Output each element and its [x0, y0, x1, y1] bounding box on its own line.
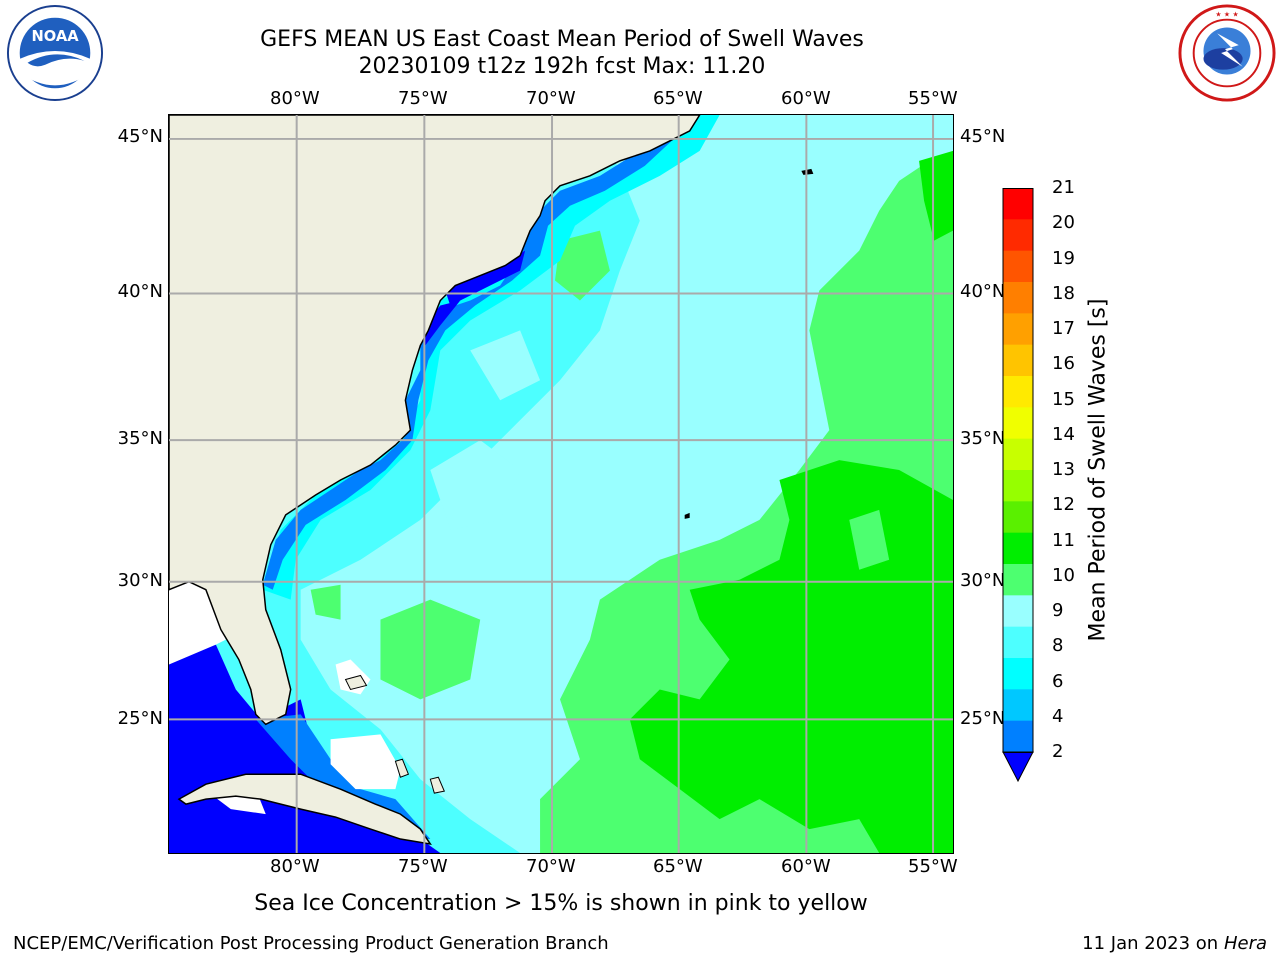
colorbar-segment [1003, 689, 1033, 722]
lon-tick-top: 55°W [908, 88, 958, 109]
region-8-9s [470, 330, 541, 401]
footer-credit: NCEP/EMC/Verification Post Processing Pr… [13, 933, 609, 954]
lon-tick-top: 65°W [653, 88, 703, 109]
colorbar-tick: 10 [1052, 564, 1075, 586]
lat-tick-left: 30°N [117, 570, 163, 591]
sea-ice-note: Sea Ice Concentration > 15% is shown in … [254, 891, 868, 916]
chart-title: GEFS MEAN US East Coast Mean Period of S… [260, 27, 864, 52]
colorbar-tick: 8 [1052, 635, 1064, 657]
lon-tick-bottom: 70°W [526, 856, 576, 877]
colorbar-tick: 2 [1052, 741, 1064, 762]
lon-tick-bottom: 65°W [653, 856, 703, 877]
lon-tick-top: 75°W [398, 88, 448, 109]
colorbar-segment [1003, 532, 1033, 565]
land-cuba [177, 773, 432, 846]
land-bahamas [344, 674, 368, 691]
region-8-9s [430, 440, 521, 530]
footer-machine: Hera [1223, 933, 1267, 954]
lon-tick-bottom: 60°W [781, 856, 831, 877]
footer-date: 11 Jan 2023 on Hera [1082, 933, 1267, 954]
colorbar-tick: 13 [1052, 459, 1075, 480]
colorbar-tick: 4 [1052, 705, 1064, 727]
colorbar-segment [1003, 501, 1033, 534]
colorbar-tick: 16 [1052, 353, 1075, 375]
region-9-10s [310, 584, 341, 620]
nws-logo: ★ ★ ★ [1178, 4, 1276, 102]
lat-tick-right: 40°N [960, 281, 1006, 302]
region-2-4s [262, 125, 680, 590]
region-4-6s [262, 115, 720, 600]
colorbar-tick: 17 [1052, 318, 1075, 339]
lat-tick-right: 30°N [960, 570, 1006, 591]
lat-tick-left: 35°N [117, 428, 163, 449]
colorbar-segment [1003, 219, 1033, 252]
lon-tick-bottom: 55°W [908, 856, 958, 877]
colorbar-segment [1003, 313, 1033, 346]
colorbar-tick: 11 [1052, 529, 1075, 551]
lon-tick-top: 70°W [526, 88, 576, 109]
lat-tick-right: 35°N [960, 428, 1006, 449]
colorbar-tick: 14 [1052, 423, 1075, 445]
land-bahamas [394, 758, 410, 778]
land-bahamas [429, 776, 445, 794]
colorbar-segment [1003, 282, 1033, 314]
colorbar-tick: 20 [1052, 212, 1075, 234]
region-10-11s [919, 150, 953, 241]
colorbar-segment [1003, 720, 1033, 753]
colorbar [1002, 188, 1034, 783]
colorbar-tick: 18 [1052, 282, 1075, 304]
lon-tick-bottom: 80°W [270, 856, 320, 877]
noaa-logo: NOAA [6, 4, 104, 102]
graticule [169, 115, 953, 853]
lat-tick-left: 40°N [117, 281, 163, 302]
lon-tick-top: 60°W [781, 88, 831, 109]
colorbar-segment [1003, 407, 1033, 440]
colorbar-segment [1003, 564, 1033, 596]
noaa-logo-text: NOAA [31, 28, 79, 45]
colorbar-segment [1003, 376, 1033, 408]
region-9-10s [555, 230, 610, 301]
lat-tick-right: 25°N [960, 708, 1006, 729]
colorbar-tick: 12 [1052, 494, 1075, 516]
lat-tick-left: 45°N [117, 126, 163, 147]
colorbar-segment [1003, 470, 1033, 502]
colorbar-tick: 6 [1052, 670, 1064, 692]
colorbar-segment [1003, 188, 1033, 220]
colorbar-segment [1003, 344, 1033, 377]
lon-tick-bottom: 75°W [398, 856, 448, 877]
region-9-10s [380, 599, 481, 700]
colorbar-segment [1003, 595, 1033, 628]
chart-subtitle: 20230109 t12z 192h fcst Max: 11.20 [358, 54, 766, 79]
colorbar-segment [1003, 626, 1033, 659]
land-island [684, 512, 690, 519]
colorbar-segment [1003, 658, 1033, 690]
colorbar-tick: 21 [1052, 177, 1075, 198]
lon-tick-top: 80°W [270, 88, 320, 109]
colorbar-outline [1002, 188, 1034, 753]
colorbar-segment [1003, 250, 1033, 283]
svg-text:★ ★ ★: ★ ★ ★ [1215, 11, 1238, 19]
colorbar-tick: 15 [1052, 388, 1075, 410]
lat-tick-left: 25°N [117, 708, 163, 729]
swell-period-map [168, 114, 954, 854]
colorbar-tick: 19 [1052, 247, 1075, 269]
no-data-patch [330, 734, 401, 790]
region-under-2s [420, 300, 461, 346]
colorbar-label: Mean Period of Swell Waves [s] [1085, 298, 1111, 642]
land-us-east-coast [169, 115, 701, 726]
region-9-10s [849, 509, 890, 570]
colorbar-segment [1003, 438, 1033, 471]
colorbar-tick: 9 [1052, 600, 1064, 621]
lat-tick-right: 45°N [960, 126, 1006, 147]
footer-date-text: 11 Jan 2023 on [1082, 933, 1224, 954]
colorbar-under-triangle [1002, 751, 1034, 783]
